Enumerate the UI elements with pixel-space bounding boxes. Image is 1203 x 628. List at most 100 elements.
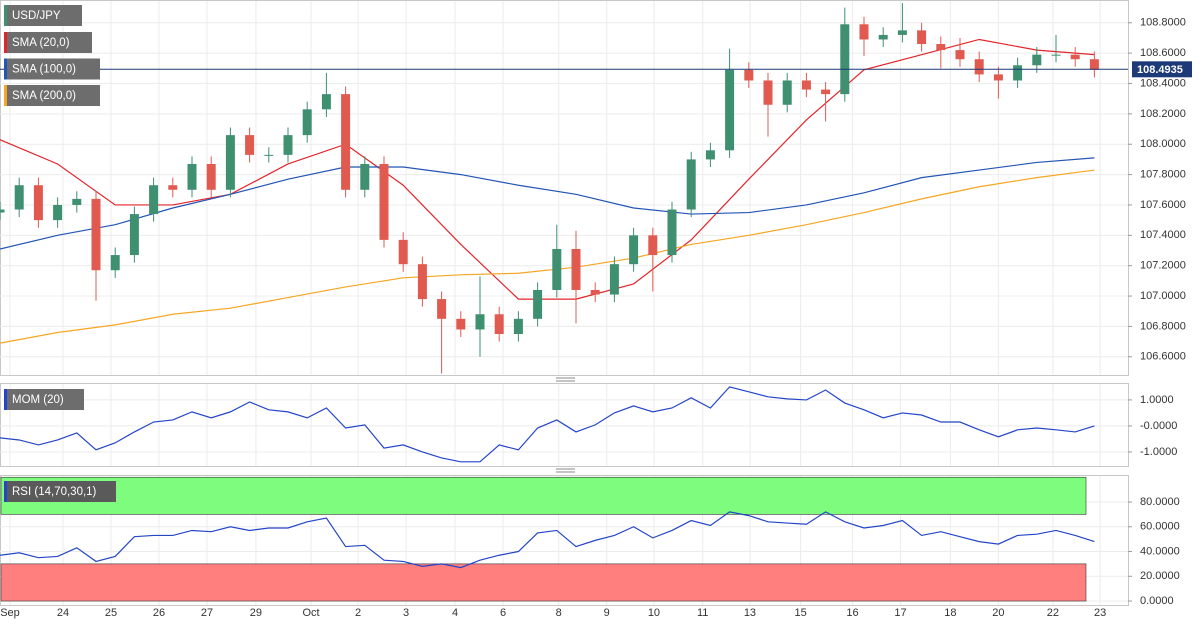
- x-tick-label: 22: [1047, 607, 1059, 619]
- legend-swatch: [4, 85, 7, 106]
- y-tick-label: 60.0000: [1140, 521, 1180, 533]
- y-tick-label: 80.0000: [1140, 496, 1180, 508]
- candle-body: [187, 163, 197, 190]
- candle-body: [14, 185, 24, 210]
- legend-label: USD/JPY: [12, 10, 61, 22]
- candle-body: [513, 318, 523, 335]
- y-tick-label: 108.6000: [1140, 47, 1186, 59]
- panel-frame: [0, 383, 1129, 467]
- candle-body: [725, 69, 735, 151]
- series-line: [0, 169, 1095, 344]
- legend-box: [4, 85, 100, 106]
- grid-layer: [0, 0, 1132, 606]
- y-tick-label: -1.0000: [1140, 446, 1177, 458]
- x-tick-label: 2: [355, 607, 361, 619]
- candle-body: [456, 318, 466, 330]
- y-tick-label: 107.2000: [1140, 260, 1186, 272]
- legend-label: SMA (200,0): [12, 90, 76, 102]
- legend-box: [4, 389, 84, 410]
- y-tick-label: 107.4000: [1140, 229, 1186, 241]
- series-line: [0, 511, 1095, 569]
- candle-body: [533, 289, 543, 319]
- y-tick-label: 20.0000: [1140, 570, 1180, 582]
- candle-body: [936, 44, 946, 51]
- candle-body: [0, 209, 5, 213]
- series-line: [0, 386, 1095, 463]
- x-tick-label: Oct: [302, 607, 319, 619]
- candle-body: [705, 150, 715, 160]
- candle-body: [629, 235, 639, 265]
- candle-body: [168, 185, 178, 190]
- candle-body: [686, 159, 696, 210]
- x-tick-label: 23: [1094, 607, 1106, 619]
- x-tick-label: 29: [250, 607, 262, 619]
- candle-body: [821, 89, 831, 95]
- candle-body: [417, 264, 427, 300]
- x-tick-label: 15: [795, 607, 807, 619]
- candle-body: [878, 34, 888, 40]
- candle-body: [475, 314, 485, 330]
- x-tick-label: 27: [201, 607, 213, 619]
- candle-body: [91, 198, 101, 271]
- y-tick-label: 108.8000: [1140, 17, 1186, 29]
- y-tick-label: 40.0000: [1140, 545, 1180, 557]
- candle-body: [264, 154, 274, 156]
- x-tick-label: 24: [57, 607, 69, 619]
- y-tick-label: 106.6000: [1140, 351, 1186, 363]
- candle-body: [552, 248, 562, 290]
- x-tick-label: 11: [697, 607, 708, 619]
- y-tick-label: 106.8000: [1140, 320, 1186, 332]
- candle-body: [110, 255, 120, 271]
- candle-body: [840, 24, 850, 95]
- candle-body: [1013, 65, 1023, 81]
- candle-body: [955, 50, 965, 60]
- candle-body: [648, 235, 658, 256]
- band-layer: [0, 476, 1087, 602]
- candle-body: [53, 204, 63, 221]
- candle-body: [283, 135, 293, 155]
- candle-body: [206, 163, 216, 190]
- legend-box: [4, 481, 116, 502]
- x-tick-label: 17: [894, 607, 906, 619]
- y-tick-label: 107.0000: [1140, 290, 1186, 302]
- candle-body: [1070, 54, 1080, 60]
- x-tick-label: Sep: [0, 607, 20, 619]
- y-tick-label: 108.2000: [1140, 108, 1186, 120]
- candle-body: [437, 299, 447, 319]
- legend-swatch: [4, 58, 7, 80]
- x-tick-label: 25: [105, 607, 117, 619]
- x-tick-label: 18: [944, 607, 956, 619]
- legend-box: [4, 5, 82, 26]
- x-tick-label: 13: [744, 607, 756, 619]
- mark-layer: [0, 3, 1128, 569]
- candle-body: [379, 163, 389, 240]
- band: [0, 476, 1087, 515]
- candle-body: [341, 94, 351, 190]
- candle-body: [801, 80, 811, 90]
- panel-grips: [556, 377, 575, 473]
- legend-swatch: [4, 389, 7, 410]
- candle-body: [225, 135, 235, 190]
- candle-body: [744, 69, 754, 81]
- candle-body: [494, 314, 504, 335]
- candle-body: [763, 80, 773, 105]
- x-tick-label: 10: [648, 607, 660, 619]
- legend-swatch: [4, 5, 7, 26]
- legend-label: SMA (20,0): [12, 37, 70, 49]
- legend-box: [4, 58, 100, 80]
- y-tick-label: 1.0000: [1140, 394, 1174, 406]
- y-tick-label: 107.8000: [1140, 169, 1186, 181]
- candle-body: [398, 239, 408, 265]
- candle-body: [974, 59, 984, 75]
- candle-body: [782, 80, 792, 105]
- panel-frame: [0, 0, 1129, 376]
- candle-body: [667, 209, 677, 256]
- x-tick-label: 6: [500, 607, 506, 619]
- legend-label: RSI (14,70,30,1): [12, 486, 97, 498]
- candle-body: [72, 198, 82, 205]
- legend-swatch: [4, 32, 7, 53]
- legend-label: MOM (20): [12, 394, 64, 406]
- x-tick-label: 8: [556, 607, 562, 619]
- last-price-label: 108.4935: [1137, 64, 1183, 76]
